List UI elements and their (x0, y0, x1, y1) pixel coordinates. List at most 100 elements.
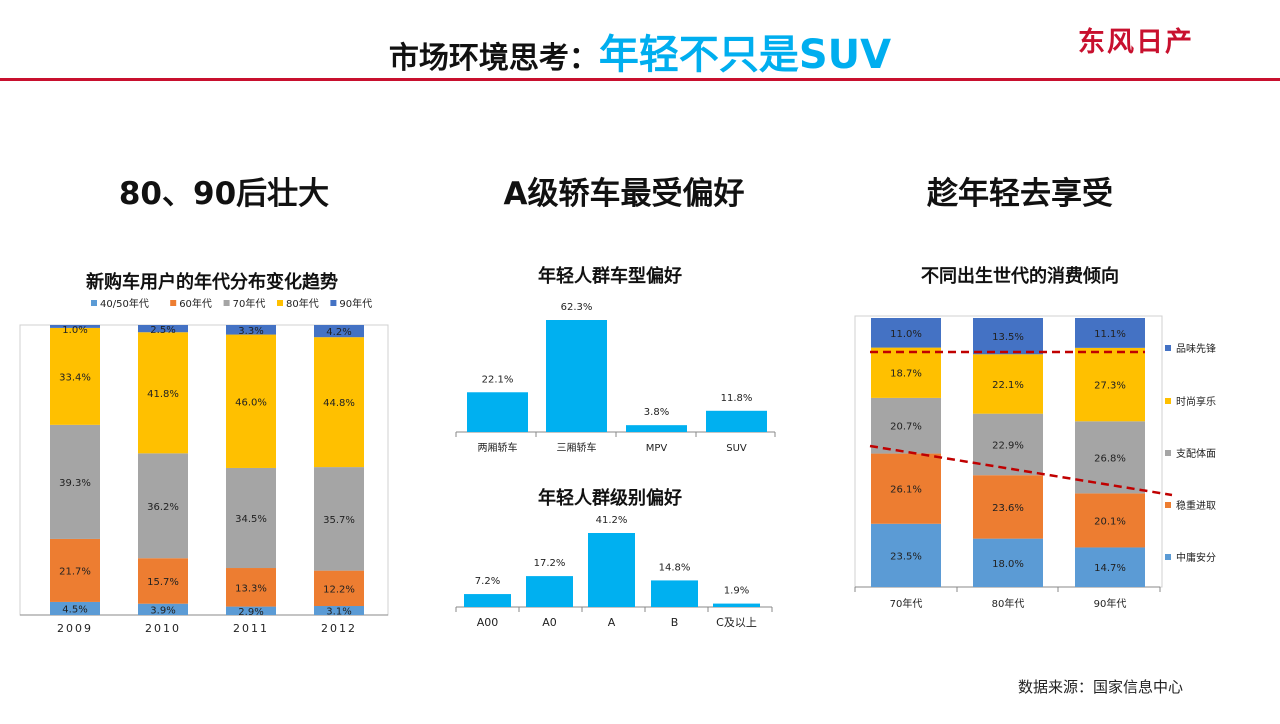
bar-segment-1-4 (973, 318, 1043, 355)
chart-title-consumption: 不同出生世代的消费倾向 (921, 266, 1119, 287)
data-label-0-1: 26.1% (890, 485, 922, 496)
data-label-3: 14.8% (659, 562, 691, 573)
x-tick-label-2: A (608, 616, 616, 629)
data-label-3-1: 12.2% (323, 584, 355, 595)
data-label-3-3: 44.8% (323, 398, 355, 409)
legend-label-2: 支配体面 (1176, 448, 1216, 460)
x-tick-label-4: C及以上 (716, 616, 757, 629)
data-label-1-2: 36.2% (147, 502, 179, 513)
legend-label-4: 90年代 (339, 297, 372, 310)
data-label-2-0: 2.9% (238, 607, 263, 618)
data-label-0-0: 4.5% (62, 604, 87, 615)
data-label-2-0: 14.7% (1094, 563, 1126, 574)
legend-swatch-1 (1165, 398, 1171, 404)
data-label-3-0: 3.1% (326, 607, 351, 618)
bar-segment-1-0 (138, 603, 188, 615)
x-tick-label-1: A0 (542, 616, 557, 629)
title-divider (0, 78, 1280, 81)
data-label-2-4: 11.1% (1094, 329, 1126, 340)
bar-segment-0-2 (871, 397, 941, 454)
bar-1 (526, 576, 573, 607)
x-tick-label-1: 三厢轿车 (557, 441, 597, 454)
bar-segment-1-0 (973, 538, 1043, 587)
bar-segment-2-0 (1075, 547, 1145, 587)
data-label-1: 17.2% (534, 558, 566, 569)
bar-3 (706, 410, 767, 432)
bar-segment-0-4 (50, 325, 100, 328)
x-tick-label-3: 2012 (321, 622, 357, 635)
data-label-1-0: 3.9% (150, 605, 175, 616)
bar-segment-0-0 (50, 601, 100, 615)
legend-label-1: 60年代 (179, 297, 212, 310)
legend-swatch-0 (1165, 345, 1171, 351)
legend-swatch-2 (1165, 450, 1171, 456)
bar-2 (626, 425, 687, 432)
data-label-2-3: 46.0% (235, 397, 267, 408)
legend-label-3: 稳重进取 (1176, 499, 1216, 512)
x-tick-label-3: B (671, 616, 679, 629)
bar-segment-2-2 (1075, 421, 1145, 494)
bar-segment-2-1 (1075, 493, 1145, 548)
page-title-accent: 年轻不只是SUV (598, 32, 892, 78)
bar-segment-3-0 (314, 606, 364, 615)
bar-segment-0-1 (50, 538, 100, 602)
legend-swatch-3 (277, 300, 283, 306)
bar-1 (546, 320, 607, 432)
column-heading-1: 80、90后壮大 (118, 176, 330, 212)
legend-label-4: 中庸安分 (1176, 551, 1216, 564)
data-label-3: 11.8% (721, 393, 753, 404)
data-label-0-1: 21.7% (59, 566, 91, 577)
data-label-2-2: 34.5% (235, 514, 267, 525)
bar-segment-0-3 (871, 347, 941, 398)
bar-segment-2-0 (226, 606, 276, 615)
x-tick-label-1: 2010 (145, 622, 181, 635)
trend-line-lower (869, 444, 1173, 497)
chart-title-vehicle-type: 年轻人群车型偏好 (538, 266, 682, 287)
data-label-1: 62.3% (561, 302, 593, 313)
data-label-3-4: 4.2% (326, 327, 351, 338)
bar-segment-2-1 (226, 568, 276, 607)
data-label-1-1: 15.7% (147, 577, 179, 588)
data-label-2: 3.8% (644, 407, 669, 418)
bar-segment-3-2 (314, 467, 364, 571)
bar-segment-3-4 (314, 325, 364, 338)
bar-segment-2-4 (226, 325, 276, 335)
bar-segment-1-3 (973, 354, 1043, 414)
data-label-3-2: 35.7% (323, 515, 355, 526)
bar-segment-1-1 (138, 558, 188, 604)
data-label-2-4: 3.3% (238, 326, 263, 337)
data-label-1-4: 2.5% (150, 325, 175, 336)
bar-segment-1-3 (138, 332, 188, 454)
legend-label-3: 80年代 (286, 297, 319, 310)
legend-swatch-3 (1165, 502, 1171, 508)
data-label-2-1: 20.1% (1094, 516, 1126, 527)
column-heading-2: A级轿车最受偏好 (503, 176, 745, 212)
data-label-0-3: 18.7% (890, 369, 922, 380)
data-label-1-3: 22.1% (992, 380, 1024, 391)
legend-label-1: 时尚享乐 (1176, 395, 1216, 408)
plot-area-frame (854, 315, 1163, 588)
legend-swatch-2 (223, 300, 230, 306)
data-label-0: 22.1% (482, 374, 514, 385)
data-label-1-2: 22.9% (992, 440, 1024, 451)
data-label-0: 7.2% (475, 576, 500, 587)
bar-segment-0-3 (50, 327, 100, 425)
data-label-1-4: 13.5% (992, 332, 1024, 343)
x-tick-label-2: MPV (646, 443, 668, 454)
bar-segment-2-2 (226, 467, 276, 569)
bar-segment-0-0 (871, 523, 941, 587)
data-label-0-0: 23.5% (890, 551, 922, 562)
data-label-2-1: 13.3% (235, 583, 267, 594)
data-source: 数据来源：国家信息中心 (1018, 678, 1184, 696)
bar-segment-2-3 (1075, 347, 1145, 422)
x-tick-label-0: 2009 (57, 622, 93, 635)
bar-segment-3-1 (314, 570, 364, 607)
x-tick-label-2: 90年代 (1094, 597, 1127, 610)
bar-segment-1-4 (138, 325, 188, 333)
page-title-prefix: 市场环境思考： (388, 41, 599, 76)
brand-logo: 东风日产 (1078, 27, 1194, 58)
bar-segment-1-1 (973, 475, 1043, 539)
x-tick-label-0: A00 (477, 616, 499, 629)
